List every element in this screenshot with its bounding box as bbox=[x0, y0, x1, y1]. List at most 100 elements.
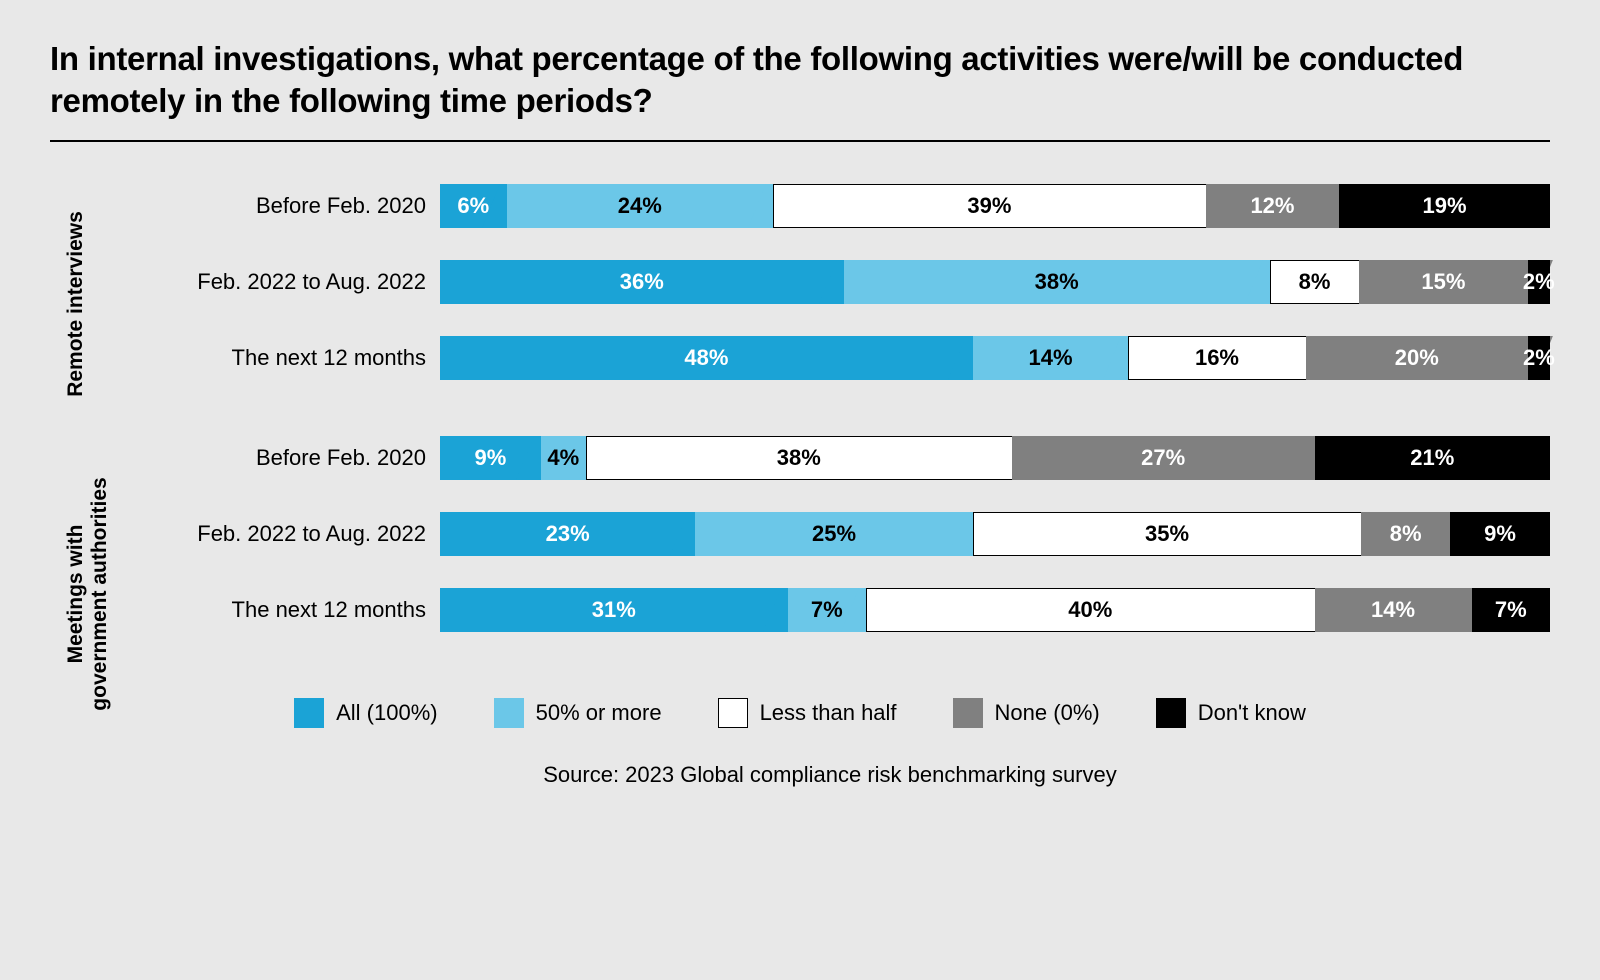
bar-value: 38% bbox=[777, 445, 821, 471]
bar-value: 4% bbox=[547, 445, 579, 471]
bar-value: 31% bbox=[592, 597, 636, 623]
bar-value: 39% bbox=[967, 193, 1011, 219]
bar-segment: 27% bbox=[1012, 436, 1315, 480]
row-label: Feb. 2022 to Aug. 2022 bbox=[110, 269, 440, 295]
legend-label: Less than half bbox=[760, 700, 897, 726]
bar-segment: 15% bbox=[1359, 260, 1527, 304]
legend-item: Less than half bbox=[718, 698, 897, 728]
group-axis-labels: Remote interviewsMeetings withgovernment… bbox=[50, 184, 110, 688]
bar-value: 8% bbox=[1390, 521, 1422, 547]
bar-value: 24% bbox=[618, 193, 662, 219]
legend: All (100%) 50% or more Less than half None … bbox=[50, 698, 1550, 728]
bar-segment: 36% bbox=[440, 260, 844, 304]
bar-segment: 4% bbox=[541, 436, 586, 480]
bar-segment: 9% bbox=[1450, 512, 1550, 556]
chart-container: In internal investigations, what percent… bbox=[0, 0, 1600, 788]
bar-segment: 31% bbox=[440, 588, 788, 632]
bar: 31% 7% 40% 14% 7% bbox=[440, 588, 1550, 632]
bar-value: 35% bbox=[1145, 521, 1189, 547]
bar-value: 15% bbox=[1421, 269, 1465, 295]
legend-swatch bbox=[494, 698, 524, 728]
bar-segment: 21% bbox=[1315, 436, 1550, 480]
bar-segment: 7% bbox=[1472, 588, 1550, 632]
bar-value: 7% bbox=[1495, 597, 1527, 623]
legend-item: All (100%) bbox=[294, 698, 437, 728]
bar-segment: 8% bbox=[1270, 260, 1360, 304]
bar-segment: 2% bbox=[1528, 260, 1550, 304]
bar-segment: 25% bbox=[695, 512, 973, 556]
chart-title: In internal investigations, what percent… bbox=[50, 38, 1550, 122]
bar-value: 38% bbox=[1035, 269, 1079, 295]
legend-swatch bbox=[953, 698, 983, 728]
bar: 9% 4% 38% 27% 21% bbox=[440, 436, 1550, 480]
bar-value: 27% bbox=[1141, 445, 1185, 471]
bar-value: 2% bbox=[1523, 269, 1555, 295]
bar-value: 23% bbox=[546, 521, 590, 547]
bar-value: 12% bbox=[1250, 193, 1294, 219]
chart-row: Feb. 2022 to Aug. 2022 36% 38% 8% 15% 2% bbox=[110, 260, 1550, 304]
legend-label: None (0%) bbox=[995, 700, 1100, 726]
bar-value: 21% bbox=[1410, 445, 1454, 471]
bar-segment: 20% bbox=[1306, 336, 1528, 380]
source-note: Source: 2023 Global compliance risk benc… bbox=[50, 762, 1550, 788]
chart-rows: Before Feb. 2020 6% 24% 39% 12% 19% Feb. 2022 … bbox=[110, 184, 1550, 688]
legend-swatch bbox=[718, 698, 748, 728]
bar-segment: 2% bbox=[1528, 336, 1550, 380]
chart-group: Before Feb. 20209%4%38%27%21%Feb. 2022 t… bbox=[110, 436, 1550, 632]
chart-row: Before Feb. 2020 6% 24% 39% 12% 19% bbox=[110, 184, 1550, 228]
bar-value: 36% bbox=[620, 269, 664, 295]
group-axis-label: Meetings withgovernment authorities bbox=[64, 464, 112, 724]
bar-segment: 40% bbox=[866, 588, 1314, 632]
row-label: Before Feb. 2020 bbox=[110, 193, 440, 219]
chart-row: The next 12 months 31% 7% 40% 14% 7% bbox=[110, 588, 1550, 632]
bar-segment: 35% bbox=[973, 512, 1362, 556]
bar-segment: 14% bbox=[1315, 588, 1472, 632]
bar-value: 16% bbox=[1195, 345, 1239, 371]
chart-row: Before Feb. 20209%4%38%27%21% bbox=[110, 436, 1550, 480]
row-label: The next 12 months bbox=[110, 345, 440, 371]
legend-swatch bbox=[294, 698, 324, 728]
bar: 23% 25% 35% 8% 9% bbox=[440, 512, 1550, 556]
bar-value: 20% bbox=[1395, 345, 1439, 371]
bar-value: 48% bbox=[684, 345, 728, 371]
bar-segment: 23% bbox=[440, 512, 695, 556]
bar-segment: 12% bbox=[1206, 184, 1339, 228]
bar-value: 7% bbox=[811, 597, 843, 623]
bar-segment: 8% bbox=[1361, 512, 1450, 556]
bar-value: 14% bbox=[1371, 597, 1415, 623]
bar: 48% 14% 16% 20% 2% bbox=[440, 336, 1550, 380]
chart-row: Feb. 2022 to Aug. 202223%25%35%8%9% bbox=[110, 512, 1550, 556]
legend-item: None (0%) bbox=[953, 698, 1100, 728]
chart-body: Remote interviewsMeetings withgovernment… bbox=[50, 184, 1550, 688]
row-label: The next 12 months bbox=[110, 597, 440, 623]
bar-value: 19% bbox=[1422, 193, 1466, 219]
bar-segment: 38% bbox=[586, 436, 1012, 480]
bar-value: 14% bbox=[1028, 345, 1072, 371]
legend-label: 50% or more bbox=[536, 700, 662, 726]
bar-segment: 9% bbox=[440, 436, 541, 480]
bar-value: 9% bbox=[475, 445, 507, 471]
bar-segment: 24% bbox=[507, 184, 773, 228]
bar-segment: 6% bbox=[440, 184, 507, 228]
bar-segment: 7% bbox=[788, 588, 866, 632]
bar-segment: 38% bbox=[844, 260, 1270, 304]
bar-value: 25% bbox=[812, 521, 856, 547]
bar-value: 9% bbox=[1484, 521, 1516, 547]
legend-item: Don't know bbox=[1156, 698, 1306, 728]
bar-segment: 19% bbox=[1339, 184, 1550, 228]
legend-label: Don't know bbox=[1198, 700, 1306, 726]
legend-item: 50% or more bbox=[494, 698, 662, 728]
legend-label: All (100%) bbox=[336, 700, 437, 726]
chart-row: The next 12 months 48% 14% 16% 20% 2% bbox=[110, 336, 1550, 380]
title-rule bbox=[50, 140, 1550, 142]
bar: 36% 38% 8% 15% 2% bbox=[440, 260, 1550, 304]
bar-value: 40% bbox=[1068, 597, 1112, 623]
bar-value: 6% bbox=[457, 193, 489, 219]
bar-value: 2% bbox=[1523, 345, 1555, 371]
bar: 6% 24% 39% 12% 19% bbox=[440, 184, 1550, 228]
legend-swatch bbox=[1156, 698, 1186, 728]
bar-value: 8% bbox=[1299, 269, 1331, 295]
chart-group: Before Feb. 2020 6% 24% 39% 12% 19% Feb. 2022 … bbox=[110, 184, 1550, 380]
bar-segment: 14% bbox=[973, 336, 1128, 380]
bar-segment: 16% bbox=[1128, 336, 1306, 380]
